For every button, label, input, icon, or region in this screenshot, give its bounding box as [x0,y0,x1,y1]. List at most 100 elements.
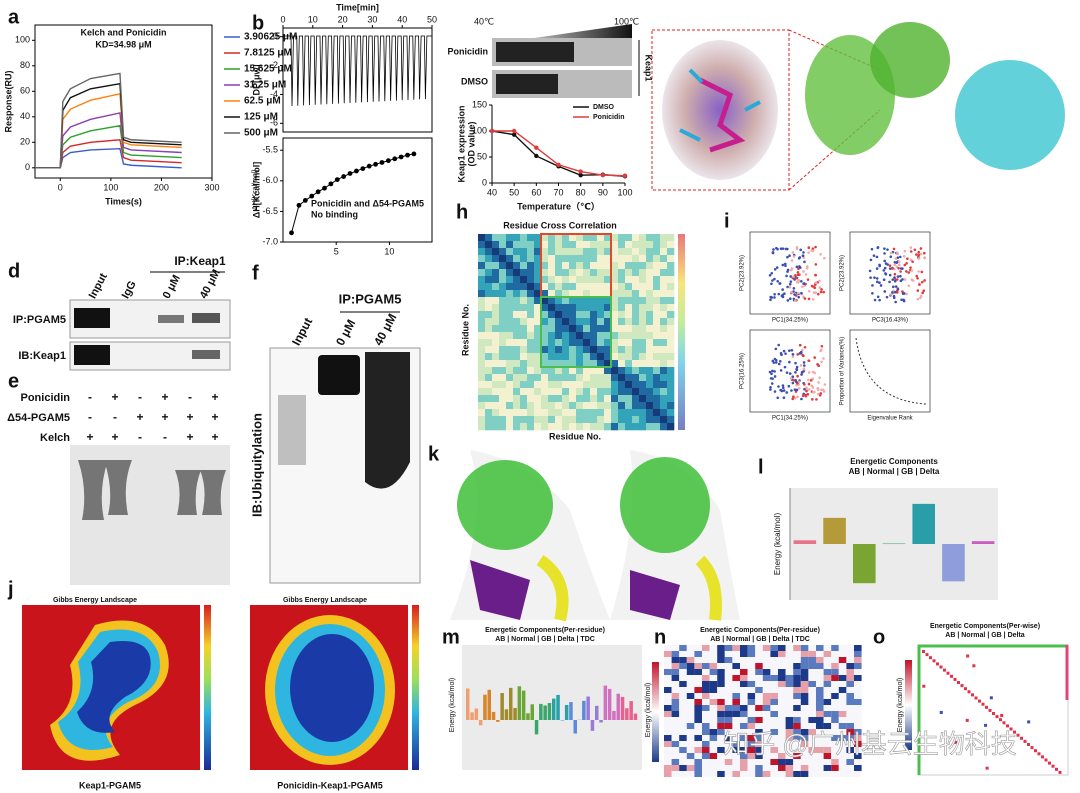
heat-cell [740,735,748,741]
heat-cell [770,747,778,753]
heat-cell [724,771,733,777]
pca-point [786,285,789,289]
heat-cell [667,409,675,417]
pca-point [814,273,818,277]
heat-cell [686,723,695,729]
heat-cell [724,693,733,699]
heat-cell [492,311,500,319]
heat-cell [541,304,549,312]
heat-cell [808,645,816,651]
heat-cell [506,262,514,270]
heat-cell [548,353,556,361]
pair-cell [1027,743,1030,746]
y-axis-label: (OD value) [466,121,476,166]
heat-cell [709,723,718,729]
pca-point [882,278,886,281]
x-tick-label: 50 [427,14,437,24]
pair-cell [1023,739,1027,743]
heat-cell [717,735,725,741]
heat-cell [618,262,626,270]
heat-cell [854,699,862,705]
pca-point [770,282,773,286]
heat-cell [541,353,549,361]
panel-label: m [442,626,460,648]
thermal-blot: 40℃ 100℃ Ponicidin DMSO Keap1 [448,16,654,98]
heat-cell [492,269,500,277]
pca-point [798,256,802,259]
point [534,145,539,150]
pca-point [781,263,785,267]
heat-cell [646,346,654,354]
x-tick-label: 200 [154,182,169,192]
pair-cell [964,687,967,691]
heat-cell [527,416,535,424]
sign: - [113,410,117,424]
heat-cell [709,681,718,687]
heat-cell [793,651,801,657]
heat-cell [548,346,556,354]
heat-cell [569,395,577,403]
heat-cell [762,693,771,699]
heat-cell [506,248,514,256]
pair-cell [1027,720,1031,724]
heat-cell [562,409,570,417]
pca-point [799,248,802,252]
pair-cell [1041,755,1044,759]
pca-point [796,395,799,399]
heat-cell [583,381,591,389]
heat-cell [808,687,816,693]
heat-cell [747,729,756,735]
heat-cell [679,723,687,729]
heat-cell [667,255,675,263]
pca-point [798,266,802,269]
pca-point [773,277,776,281]
pca-axis-label: PC3(16.25%) [740,353,746,389]
heat-cell [717,681,725,687]
pca-point [803,387,806,391]
bar [852,544,876,584]
pair-cell [1055,767,1058,771]
heat-cell [747,657,756,663]
j-x-label: Ponicidin-Keap1-PGAM5 [277,780,383,790]
point [322,185,327,191]
heat-cell [527,325,535,333]
residue-bar [530,704,534,720]
series-line [492,130,626,177]
heat-cell [534,262,542,270]
legend-label: DMSO [593,104,615,111]
heat-cell [583,395,591,403]
pca-point [803,297,807,300]
heat-cell [548,290,556,298]
heat-cell [808,663,816,669]
heat-cell [520,388,528,396]
point [489,128,495,134]
heat-cell [653,290,661,298]
heat-cell [785,645,794,651]
heat-cell [838,681,847,687]
pca-point [771,369,774,373]
pca-point [883,259,886,263]
pca-point [897,266,900,270]
heat-cell [590,409,598,417]
heat-cell [583,388,591,396]
residue-bar [517,686,522,720]
heat-cell [660,304,668,312]
pca-point [799,364,803,367]
heat-cell [583,269,591,277]
heat-cell [732,663,740,669]
heat-cell [686,645,695,651]
heat-cell [702,711,710,717]
heat-cell [541,255,549,263]
heat-cell [646,332,654,340]
heat-cell [800,723,809,729]
heat-cell [583,241,591,249]
heat-cell [653,374,661,382]
pca-point [772,248,775,251]
heat-cell [770,657,778,663]
heat-cell [625,304,633,312]
heat-cell [854,675,862,681]
heat-cell [478,360,486,368]
heat-cell [478,262,486,270]
heat-cell [625,388,633,396]
pca-point [869,276,872,279]
